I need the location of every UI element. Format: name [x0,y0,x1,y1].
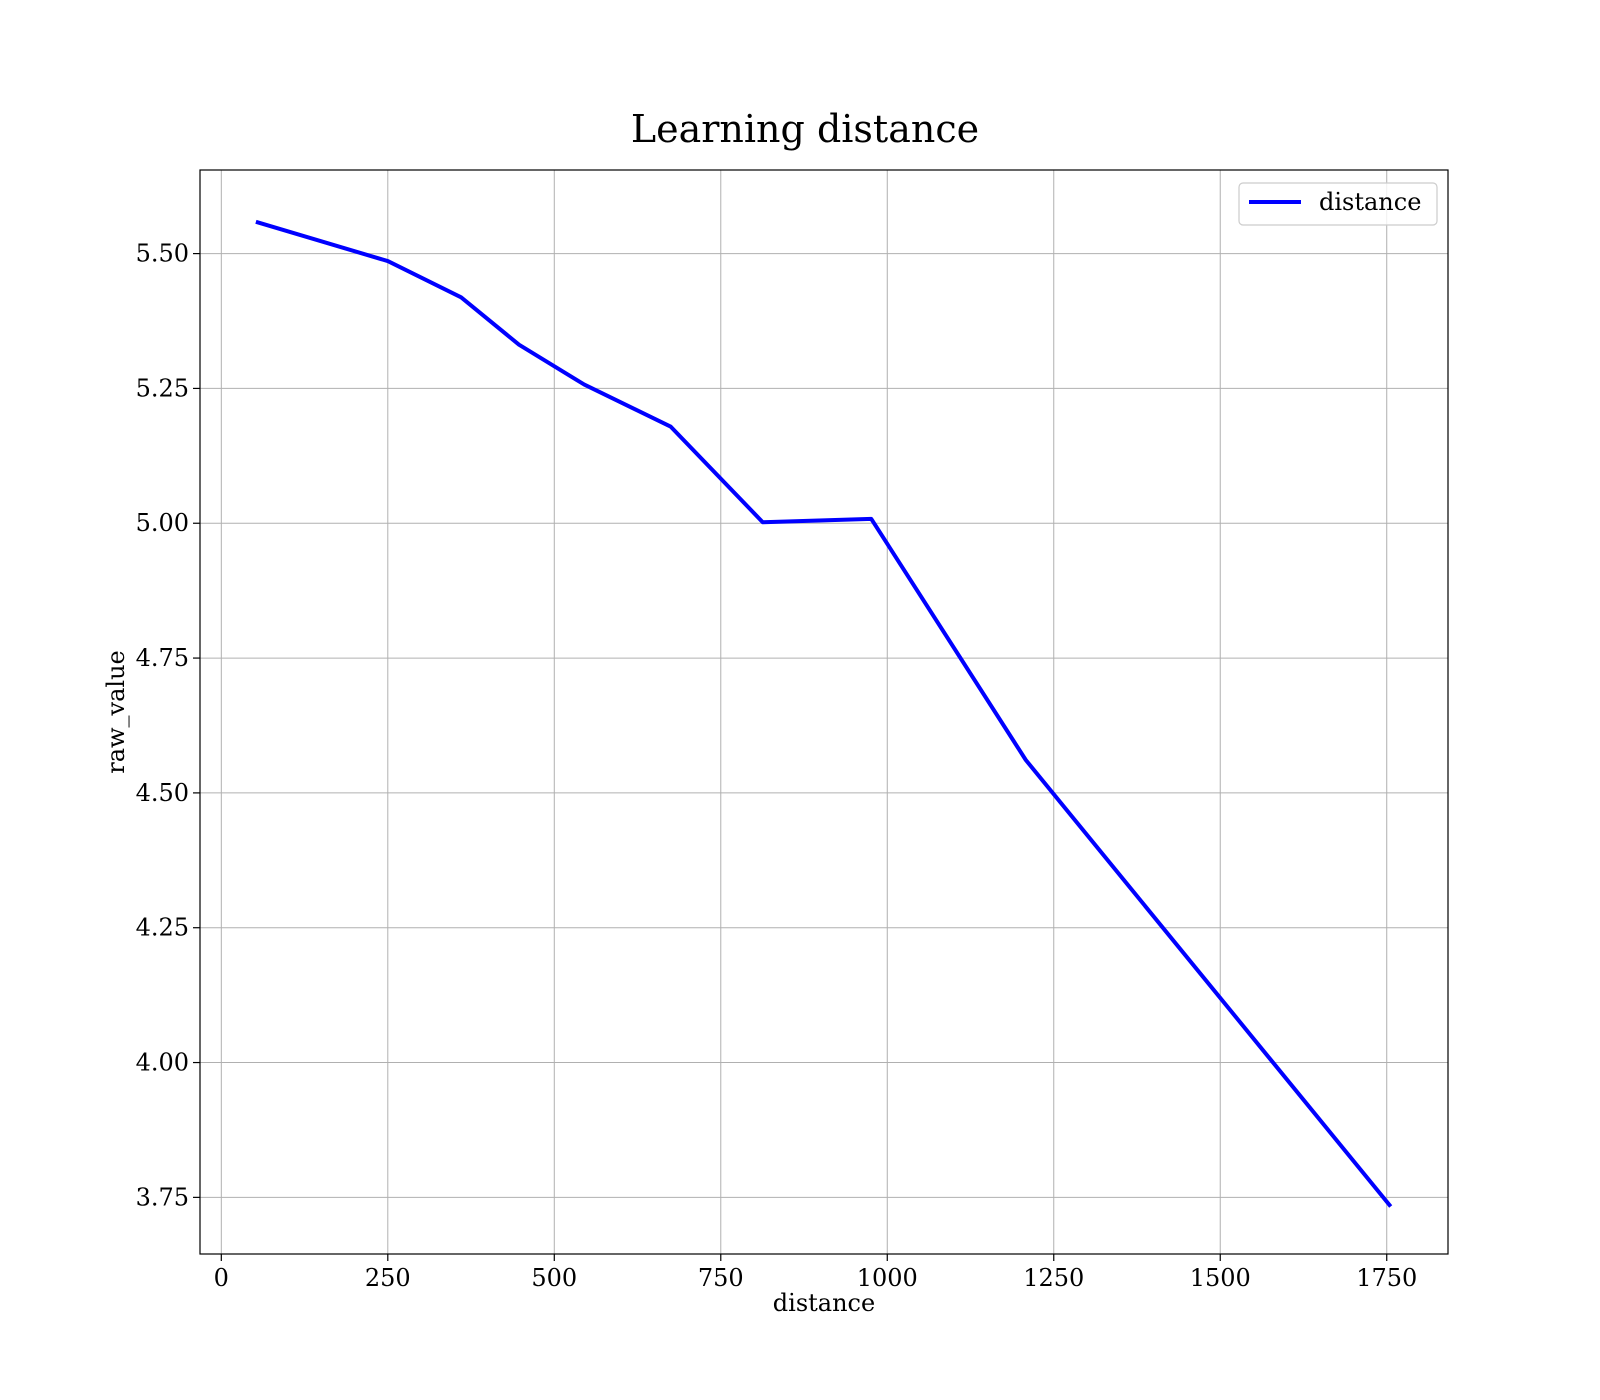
y-tick-label: 4.50 [136,779,189,807]
plot-background [200,170,1448,1254]
y-axis-label: raw_value [102,650,130,774]
plot-frame [199,169,1449,1255]
x-tick-label: 750 [698,1264,744,1292]
y-tick-label: 5.25 [136,374,189,402]
y-tick-label: 4.00 [136,1049,189,1077]
x-tick-label: 500 [531,1264,577,1292]
y-tick-label: 5.00 [136,509,189,537]
legend: distance [1238,182,1438,226]
x-tick-label: 0 [214,1264,229,1292]
series-line-distance [255,219,1393,1208]
series-layer [255,219,1393,1208]
y-tick-label: 4.25 [136,914,189,942]
x-axis: 0 250 500 750 1000 1250 1500 1750 [214,1254,1417,1292]
legend-box [1238,182,1438,226]
x-tick-label: 1500 [1190,1264,1251,1292]
y-tick-label: 4.75 [136,644,189,672]
grid-lines [200,170,1448,1254]
x-tick-label: 250 [365,1264,411,1292]
x-axis-label: distance [773,1289,875,1317]
x-tick-label: 1750 [1356,1264,1417,1292]
chart-title: Learning distance [631,107,979,151]
y-axis: 3.75 4.00 4.25 4.50 4.75 5.00 5.25 5.50 [136,240,200,1211]
x-tick-label: 1000 [857,1264,918,1292]
legend-label-distance: distance [1319,188,1421,216]
y-tick-label: 5.50 [136,240,189,268]
plot-area [199,169,1449,1255]
x-tick-label: 1250 [1023,1264,1084,1292]
y-tick-label: 3.75 [136,1183,189,1211]
